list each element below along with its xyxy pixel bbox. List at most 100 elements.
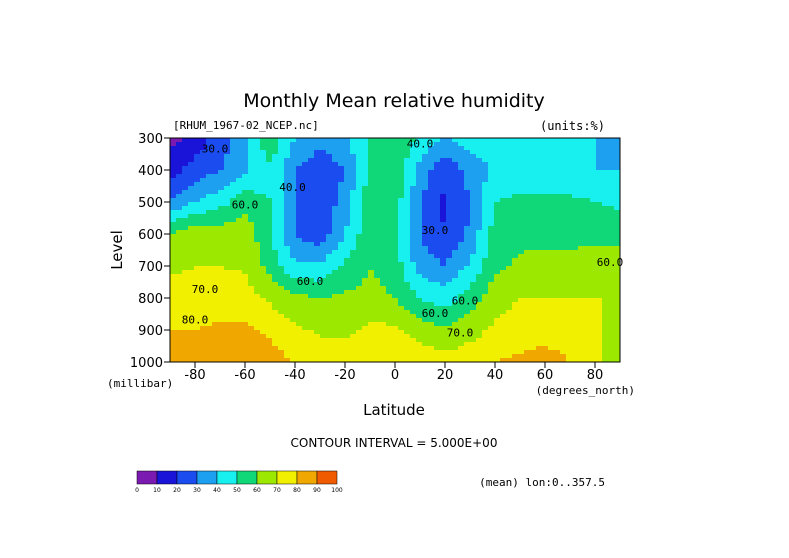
contour-cell [230,198,237,203]
contour-cell [362,346,369,351]
contour-cell [596,334,603,339]
contour-cell [218,214,225,219]
contour-cell [608,186,615,191]
contour-cell [338,254,345,259]
contour-cell [284,190,291,195]
contour-cell [536,230,543,235]
contour-cell [428,302,435,307]
contour-cell [218,250,225,255]
contour-cell [566,190,573,195]
contour-cell [176,306,183,311]
contour-cell [272,306,279,311]
contour-cell [170,254,177,259]
contour-cell [206,214,213,219]
contour-cell [374,186,381,191]
contour-cell [506,250,513,255]
contour-cell [320,322,327,327]
contour-cell [266,266,273,271]
contour-cell [260,198,267,203]
contour-cell [452,274,459,279]
contour-cell [314,242,321,247]
contour-cell [386,258,393,263]
contour-cell [542,282,549,287]
contour-cell [428,330,435,335]
contour-cell [602,190,609,195]
contour-cell [422,318,429,323]
contour-cell [488,306,495,311]
contour-cell [374,170,381,175]
contour-cell [332,222,339,227]
contour-cell [554,178,561,183]
contour-cell [596,226,603,231]
contour-cell [248,182,255,187]
contour-cell [362,226,369,231]
contour-cell [524,214,531,219]
contour-cell [398,286,405,291]
contour-cell [260,330,267,335]
contour-cell [332,302,339,307]
contour-cell [422,326,429,331]
contour-cell [530,206,537,211]
contour-cell [482,330,489,335]
contour-cell [344,226,351,231]
contour-cell [602,218,609,223]
contour-cell [296,142,303,147]
contour-cell [476,214,483,219]
contour-cell [518,334,525,339]
contour-cell [542,146,549,151]
contour-cell [476,174,483,179]
contour-cell [170,154,177,159]
contour-cell [410,206,417,211]
contour-cell [386,326,393,331]
contour-cell [356,306,363,311]
contour-cell [398,306,405,311]
contour-cell [302,238,309,243]
contour-cell [602,254,609,259]
contour-cell [416,262,423,267]
contour-cell [236,210,243,215]
contour-cell [278,270,285,275]
contour-cell [386,318,393,323]
contour-cell [572,194,579,199]
contour-cell [614,330,620,335]
contour-cell [200,230,207,235]
contour-cell [242,182,249,187]
contour-cell [308,226,315,231]
contour-cell [614,170,620,175]
contour-cell [272,182,279,187]
contour-cell [554,314,561,319]
contour-cell [182,226,189,231]
contour-cell [542,354,549,359]
contour-cell [458,318,465,323]
contour-cell [188,298,195,303]
contour-cell [488,330,495,335]
contour-cell [512,282,519,287]
contour-cell [224,306,231,311]
contour-cell [608,290,615,295]
contour-cell [206,274,213,279]
contour-cell [290,306,297,311]
contour-cell [272,290,279,295]
contour-cell [410,198,417,203]
contour-cell [614,186,620,191]
contour-cell [272,342,279,347]
contour-cell [542,258,549,263]
contour-cell [350,346,357,351]
contour-cell [344,274,351,279]
contour-cell [542,162,549,167]
contour-cell [584,186,591,191]
contour-cell [212,178,219,183]
contour-cell [236,314,243,319]
contour-cell [296,222,303,227]
contour-cell [398,230,405,235]
contour-cell [392,238,399,243]
contour-cell [452,286,459,291]
contour-cell [572,314,579,319]
contour-cell [614,218,620,223]
contour-cell [590,274,597,279]
contour-cell [338,306,345,311]
contour-cell [614,242,620,247]
contour-cell [476,182,483,187]
contour-cell [614,254,620,259]
contour-cell [554,142,561,147]
